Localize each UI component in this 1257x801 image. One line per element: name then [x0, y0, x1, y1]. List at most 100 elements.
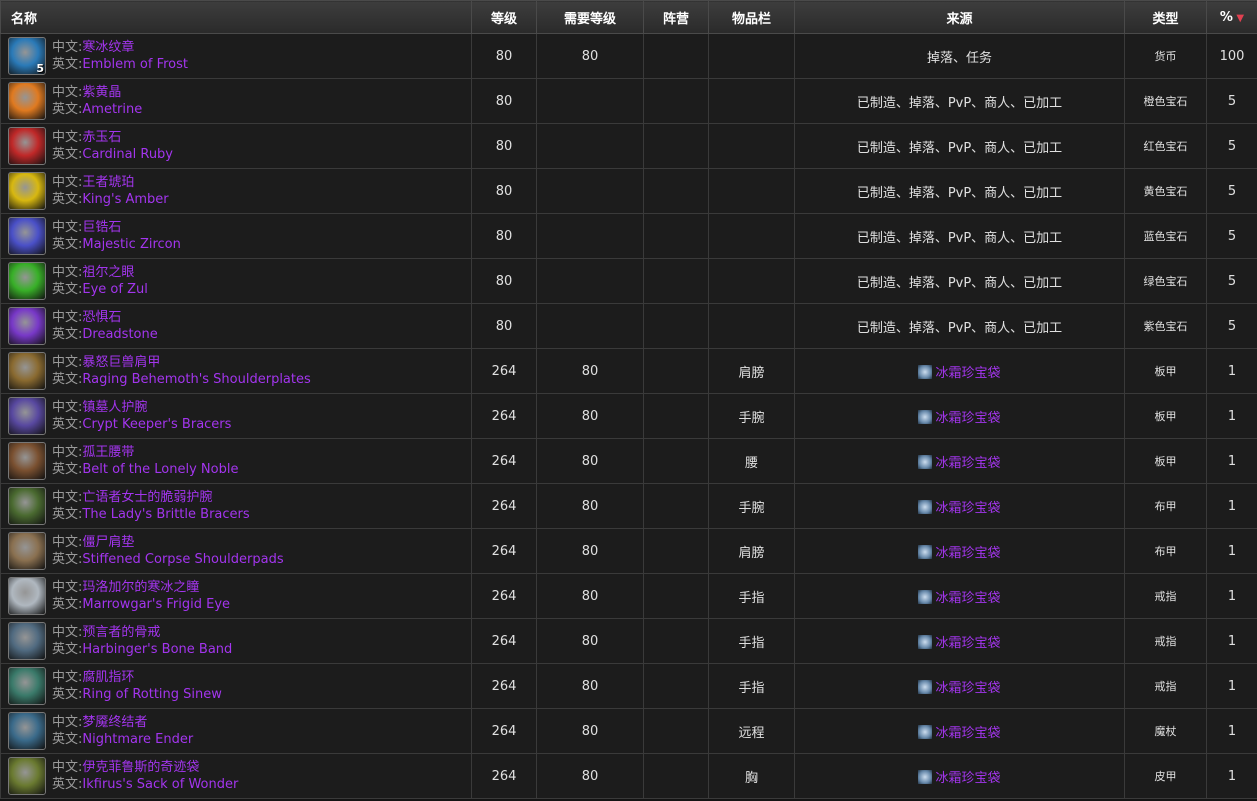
item-name-en[interactable]: Harbinger's Bone Band — [82, 642, 233, 657]
req-cell — [536, 303, 644, 349]
item-icon[interactable] — [8, 532, 46, 570]
item-icon[interactable] — [8, 262, 46, 300]
item-name-en[interactable]: Stiffened Corpse Shoulderpads — [82, 552, 284, 567]
item-name-zh[interactable]: 寒冰纹章 — [82, 40, 135, 55]
header-text[interactable]: 阵营 — [662, 11, 689, 27]
item-name-en[interactable]: Eye of Zul — [82, 282, 148, 297]
item-icon[interactable] — [8, 667, 46, 705]
item-name-en[interactable]: Ametrine — [82, 102, 143, 117]
header-text[interactable]: 来源 — [946, 11, 973, 27]
zh-line: 中文:梦魇终结者 — [52, 714, 193, 731]
column-header[interactable]: 阵营 — [643, 0, 709, 34]
item-icon[interactable] — [8, 217, 46, 255]
column-header[interactable]: 类型 — [1124, 0, 1207, 34]
req-cell — [536, 78, 644, 124]
item-icon[interactable] — [8, 622, 46, 660]
source-link[interactable]: 冰霜珍宝袋 — [935, 770, 1001, 786]
item-name-zh[interactable]: 孤王腰带 — [82, 445, 135, 460]
name-box: 中文:亡语者女士的脆弱护腕 英文:The Lady's Brittle Brace… — [1, 487, 471, 525]
name-box: 中文:孤王腰带 英文:Belt of the Lonely Noble — [1, 442, 471, 480]
item-name-en[interactable]: Dreadstone — [82, 327, 158, 342]
item-name-zh[interactable]: 祖尔之眼 — [82, 265, 135, 280]
column-header[interactable]: 来源 — [794, 0, 1125, 34]
type-cell: 布甲 — [1124, 528, 1207, 574]
name-lines: 中文:预言者的骨戒 英文:Harbinger's Bone Band — [52, 624, 232, 658]
item-name-en[interactable]: Ring of Rotting Sinew — [82, 687, 222, 702]
item-name-en[interactable]: The Lady's Brittle Bracers — [82, 507, 250, 522]
source-link[interactable]: 冰霜珍宝袋 — [935, 680, 1001, 696]
item-name-en[interactable]: Belt of the Lonely Noble — [82, 462, 239, 477]
faction-cell — [643, 303, 709, 349]
item-name-en[interactable]: Majestic Zircon — [82, 237, 181, 252]
name-cell: 中文:孤王腰带 英文:Belt of the Lonely Noble — [0, 438, 472, 484]
name-lines: 中文:梦魇终结者 英文:Nightmare Ender — [52, 714, 193, 748]
item-name-zh[interactable]: 恐惧石 — [82, 310, 122, 325]
item-name-zh[interactable]: 赤玉石 — [82, 130, 122, 145]
source-link[interactable]: 冰霜珍宝袋 — [935, 725, 1001, 741]
source-link[interactable]: 冰霜珍宝袋 — [935, 410, 1001, 426]
item-name-en[interactable]: Cardinal Ruby — [82, 147, 173, 162]
item-icon[interactable] — [8, 82, 46, 120]
source-link[interactable]: 冰霜珍宝袋 — [935, 500, 1001, 516]
item-name-zh[interactable]: 玛洛加尔的寒冰之瞳 — [82, 580, 200, 595]
item-name-en[interactable]: Ikfirus's Sack of Wonder — [82, 777, 239, 792]
name-cell: 中文:玛洛加尔的寒冰之瞳 英文:Marrowgar's Frigid Eye — [0, 573, 472, 619]
item-icon[interactable] — [8, 127, 46, 165]
item-name-en[interactable]: Marrowgar's Frigid Eye — [82, 597, 231, 612]
item-name-zh[interactable]: 僵尸肩垫 — [82, 535, 135, 550]
source-link[interactable]: 冰霜珍宝袋 — [935, 590, 1001, 606]
pct: 1 — [1227, 408, 1237, 424]
item-icon[interactable] — [8, 307, 46, 345]
column-header[interactable]: % ▼ — [1206, 0, 1257, 34]
item-name-zh[interactable]: 预言者的骨戒 — [82, 625, 161, 640]
source-link[interactable]: 冰霜珍宝袋 — [935, 635, 1001, 651]
item-name-en[interactable]: Crypt Keeper's Bracers — [82, 417, 232, 432]
header-text[interactable]: 物品栏 — [731, 11, 771, 27]
item-name-zh[interactable]: 亡语者女士的脆弱护腕 — [82, 490, 213, 505]
name-box: 中文:巨锆石 英文:Majestic Zircon — [1, 217, 471, 255]
item-name-zh[interactable]: 伊克菲鲁斯的奇迹袋 — [82, 760, 200, 775]
item-icon[interactable] — [8, 352, 46, 390]
header-text[interactable]: 名称 — [11, 11, 38, 27]
item-name-en[interactable]: Nightmare Ender — [82, 732, 194, 747]
type: 橙色宝石 — [1143, 95, 1188, 108]
source-link[interactable]: 冰霜珍宝袋 — [935, 545, 1001, 561]
item-icon[interactable] — [8, 442, 46, 480]
header-text[interactable]: 需要等级 — [563, 11, 616, 27]
source-link[interactable]: 冰霜珍宝袋 — [935, 455, 1001, 471]
item-icon[interactable] — [8, 172, 46, 210]
item-name-en[interactable]: Emblem of Frost — [82, 57, 189, 72]
name-box: 中文:僵尸肩垫 英文:Stiffened Corpse Shoulderpads — [1, 532, 471, 570]
faction-cell — [643, 78, 709, 124]
bag-icon — [918, 544, 933, 559]
header-text[interactable]: % — [1219, 9, 1233, 25]
column-header[interactable]: 物品栏 — [708, 0, 795, 34]
item-name-zh[interactable]: 镇墓人护腕 — [82, 400, 148, 415]
column-header[interactable]: 等级 — [471, 0, 537, 34]
item-name-en[interactable]: King's Amber — [82, 192, 169, 207]
source-link[interactable]: 冰霜珍宝袋 — [935, 365, 1001, 381]
item-name-en[interactable]: Raging Behemoth's Shoulderplates — [82, 372, 311, 387]
column-header[interactable]: 名称 — [0, 0, 472, 34]
item-name-zh[interactable]: 腐肌指环 — [82, 670, 135, 685]
item-icon[interactable] — [8, 712, 46, 750]
column-header[interactable]: 需要等级 — [536, 0, 644, 34]
header-text[interactable]: 类型 — [1152, 11, 1179, 27]
header-text[interactable]: 等级 — [490, 11, 517, 27]
item-icon[interactable] — [8, 577, 46, 615]
item-name-zh[interactable]: 巨锆石 — [82, 220, 122, 235]
item-icon[interactable] — [8, 397, 46, 435]
item-name-zh[interactable]: 紫黄晶 — [82, 85, 122, 100]
item-row: 中文:紫黄晶 英文:Ametrine 80 已制造、掉落、PvP、商人、已加工 橙色宝石… — [0, 78, 1257, 124]
req-cell: 80 — [536, 393, 644, 439]
item-icon[interactable]: 5 — [8, 37, 46, 75]
item-name-zh[interactable]: 王者琥珀 — [82, 175, 135, 190]
item-icon[interactable] — [8, 757, 46, 795]
type-cell: 橙色宝石 — [1124, 78, 1207, 124]
item-icon[interactable] — [8, 487, 46, 525]
item-name-zh[interactable]: 暴怒巨兽肩甲 — [82, 355, 161, 370]
name-box: 中文:恐惧石 英文:Dreadstone — [1, 307, 471, 345]
type-cell: 绿色宝石 — [1124, 258, 1207, 304]
en-label: 英文: — [52, 147, 83, 162]
item-name-zh[interactable]: 梦魇终结者 — [82, 715, 148, 730]
